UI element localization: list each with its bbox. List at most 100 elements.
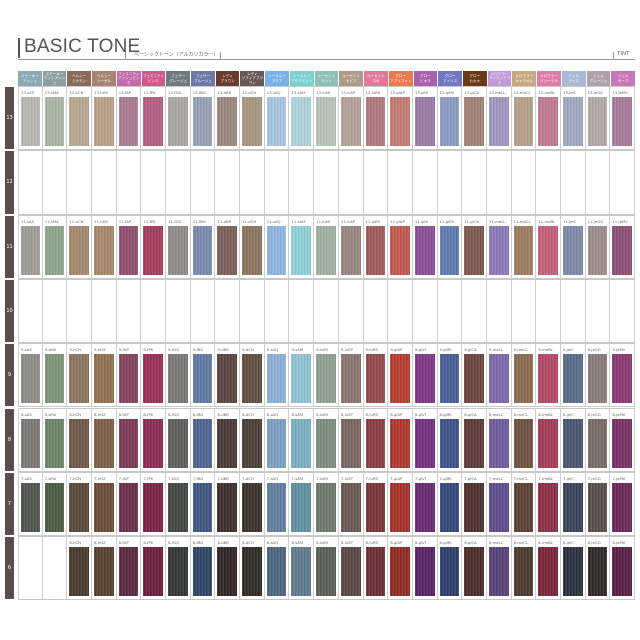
swatch-cell[interactable]: 6-glVI <box>413 537 438 600</box>
hair-swatch[interactable] <box>365 354 386 404</box>
hair-swatch[interactable] <box>612 418 632 469</box>
swatch-cell[interactable]: 11-sMA <box>43 215 68 278</box>
swatch-cell[interactable]: 13-luSP <box>339 87 364 150</box>
hair-swatch[interactable] <box>69 97 90 147</box>
swatch-cell[interactable]: 8-glCA <box>462 408 487 471</box>
swatch-cell[interactable]: 8-hHZ <box>92 408 117 471</box>
swatch-cell[interactable]: 13-sAQ <box>265 87 290 150</box>
swatch-cell[interactable]: 9-luMI <box>314 344 339 407</box>
swatch-cell[interactable]: 8-glVI <box>413 408 438 471</box>
swatch-cell[interactable]: 7-luSP <box>339 472 364 536</box>
swatch-cell[interactable]: 6-jeMV <box>610 537 635 600</box>
swatch-cell[interactable]: 9-fPK <box>141 344 167 407</box>
hair-swatch[interactable] <box>44 225 65 276</box>
swatch-cell[interactable]: 8-luRS <box>364 408 389 471</box>
swatch-cell[interactable]: 8-fPK <box>141 408 167 471</box>
hair-swatch[interactable] <box>143 354 164 404</box>
swatch-cell[interactable]: 13-glCA <box>462 87 487 150</box>
hair-swatch[interactable] <box>143 97 164 147</box>
hair-swatch[interactable] <box>168 225 188 276</box>
hair-swatch[interactable] <box>587 97 608 147</box>
hair-swatch[interactable] <box>365 97 386 147</box>
hair-swatch[interactable] <box>242 418 262 469</box>
hair-swatch[interactable] <box>340 354 361 404</box>
swatch-cell[interactable]: 7-fAP <box>117 472 142 536</box>
hair-swatch[interactable] <box>69 547 90 597</box>
hair-swatch[interactable] <box>143 482 164 533</box>
swatch-cell[interactable]: 8-meBL <box>536 408 561 471</box>
hair-swatch[interactable] <box>118 482 139 533</box>
hair-swatch[interactable] <box>118 354 139 404</box>
swatch-cell[interactable]: 9-dCH <box>240 344 265 407</box>
hair-swatch[interactable] <box>192 354 213 404</box>
hair-swatch[interactable] <box>414 547 435 597</box>
swatch-cell[interactable]: 13-hHZ <box>92 87 117 150</box>
swatch-cell[interactable]: 7-jeIC <box>561 472 586 536</box>
hair-swatch[interactable] <box>316 482 336 533</box>
hair-swatch[interactable] <box>464 482 484 533</box>
hair-swatch[interactable] <box>94 418 114 469</box>
swatch-cell[interactable]: 9-meBL <box>536 344 561 407</box>
swatch-cell[interactable]: 9-jeGG <box>586 344 611 407</box>
hair-swatch[interactable] <box>562 225 583 276</box>
swatch-cell[interactable]: 6-meBL <box>536 537 561 600</box>
swatch-cell[interactable]: 11-luSP <box>339 215 364 278</box>
swatch-cell[interactable]: 6-luMI <box>314 537 339 600</box>
hair-swatch[interactable] <box>143 547 164 597</box>
swatch-cell[interactable]: 11-meCL <box>512 215 537 278</box>
hair-swatch[interactable] <box>168 482 188 533</box>
hair-swatch[interactable] <box>587 547 608 597</box>
swatch-cell[interactable]: 11-glIRI <box>438 215 463 278</box>
hair-swatch[interactable] <box>439 225 460 276</box>
hair-swatch[interactable] <box>21 225 40 276</box>
swatch-cell[interactable]: 7-glIRI <box>438 472 463 536</box>
hair-swatch[interactable] <box>414 482 435 533</box>
swatch-cell[interactable]: 6-dCH <box>240 537 265 600</box>
hair-swatch[interactable] <box>612 547 632 597</box>
swatch-cell[interactable]: 11-sAM <box>289 215 315 278</box>
swatch-cell[interactable]: 6-jeIC <box>561 537 586 600</box>
swatch-cell[interactable]: 9-meCL <box>512 344 537 407</box>
swatch-cell[interactable]: 8-sAQ <box>265 408 290 471</box>
hair-swatch[interactable] <box>414 225 435 276</box>
hair-swatch[interactable] <box>94 97 114 147</box>
swatch-cell[interactable]: 9-luRS <box>364 344 389 407</box>
swatch-cell[interactable]: 9-sAM <box>289 344 315 407</box>
swatch-cell[interactable]: 7-meBL <box>536 472 561 536</box>
hair-swatch[interactable] <box>340 418 361 469</box>
swatch-cell[interactable]: 6-jeGG <box>586 537 611 600</box>
swatch-cell[interactable]: 6-glIRI <box>438 537 463 600</box>
hair-swatch[interactable] <box>464 225 484 276</box>
swatch-cell[interactable]: 9-dBR <box>215 344 241 407</box>
swatch-cell[interactable]: 8-dCH <box>240 408 265 471</box>
hair-swatch[interactable] <box>414 97 435 147</box>
swatch-cell[interactable]: 11-luMI <box>314 215 339 278</box>
hair-swatch[interactable] <box>192 482 213 533</box>
swatch-cell[interactable]: 9-glVI <box>413 344 438 407</box>
swatch-cell[interactable]: 7-meLL <box>487 472 512 536</box>
hair-swatch[interactable] <box>266 482 287 533</box>
hair-swatch[interactable] <box>291 547 312 597</box>
swatch-cell[interactable]: 7-jeGG <box>586 472 611 536</box>
hair-swatch[interactable] <box>390 97 410 147</box>
hair-swatch[interactable] <box>562 97 583 147</box>
swatch-cell[interactable]: 7-sMA <box>43 472 68 536</box>
hair-swatch[interactable] <box>242 354 262 404</box>
hair-swatch[interactable] <box>21 418 40 469</box>
swatch-cell[interactable]: 13-hCN <box>67 87 93 150</box>
hair-swatch[interactable] <box>316 418 336 469</box>
swatch-cell[interactable]: 6-meLL <box>487 537 512 600</box>
swatch-cell[interactable]: 9-glAP <box>388 344 413 407</box>
swatch-cell[interactable]: 9-hHZ <box>92 344 117 407</box>
hair-swatch[interactable] <box>365 418 386 469</box>
hair-swatch[interactable] <box>44 97 65 147</box>
swatch-cell[interactable]: 13-fGG <box>166 87 191 150</box>
hair-swatch[interactable] <box>439 97 460 147</box>
swatch-cell[interactable]: 13-meLL <box>487 87 512 150</box>
hair-swatch[interactable] <box>143 418 164 469</box>
hair-swatch[interactable] <box>488 547 509 597</box>
swatch-cell[interactable]: 7-glVI <box>413 472 438 536</box>
swatch-cell[interactable]: 11-fPK <box>141 215 167 278</box>
swatch-cell[interactable]: 8-jeIC <box>561 408 586 471</box>
hair-swatch[interactable] <box>291 97 312 147</box>
